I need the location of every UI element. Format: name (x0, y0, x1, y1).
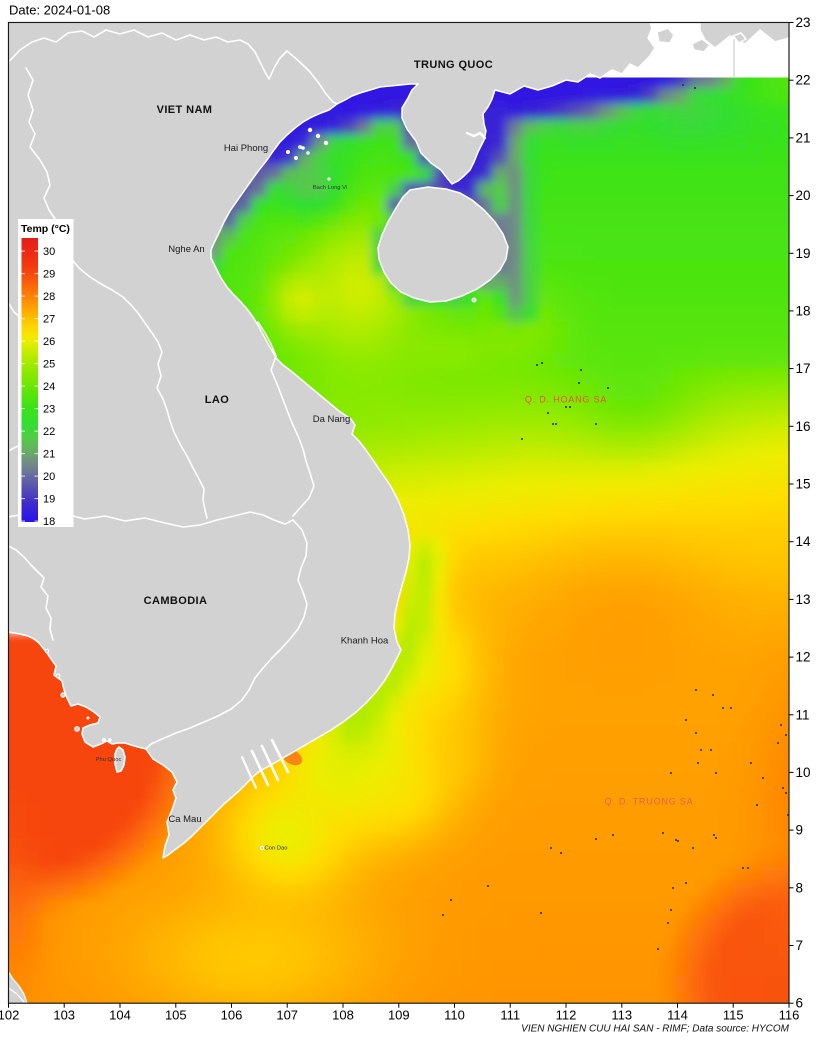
svg-text:104: 104 (109, 1008, 131, 1023)
svg-text:LAO: LAO (205, 394, 229, 406)
svg-text:Da Nang: Da Nang (313, 414, 351, 425)
svg-text:114: 114 (667, 1008, 688, 1023)
svg-text:30: 30 (43, 246, 55, 258)
svg-text:12: 12 (796, 650, 811, 665)
svg-text:113: 113 (611, 1008, 632, 1023)
svg-text:9: 9 (796, 823, 804, 838)
svg-text:105: 105 (165, 1008, 187, 1023)
svg-text:20: 20 (796, 188, 811, 203)
svg-text:Nghe An: Nghe An (168, 244, 204, 255)
svg-text:Khanh Hoa: Khanh Hoa (341, 636, 389, 647)
svg-text:115: 115 (723, 1008, 744, 1023)
svg-text:111: 111 (500, 1008, 520, 1023)
svg-text:Q. D. TRUONG SA: Q. D. TRUONG SA (605, 797, 694, 807)
svg-text:24: 24 (43, 381, 55, 393)
svg-text:26: 26 (43, 336, 55, 348)
svg-text:6: 6 (796, 996, 804, 1011)
svg-text:28: 28 (43, 291, 55, 303)
svg-text:7: 7 (796, 938, 804, 953)
svg-text:18: 18 (43, 516, 55, 528)
svg-text:Q. D. HOANG SA: Q. D. HOANG SA (525, 395, 607, 405)
svg-text:Hai Phong: Hai Phong (224, 143, 268, 154)
svg-text:18: 18 (796, 303, 811, 318)
svg-text:22: 22 (43, 426, 55, 438)
svg-text:Con Dao: Con Dao (265, 846, 288, 852)
svg-text:CAMBODIA: CAMBODIA (144, 595, 208, 607)
svg-text:20: 20 (43, 471, 55, 483)
svg-text:VIET NAM: VIET NAM (157, 104, 213, 116)
svg-text:VIEN NGHIEN CUU HAI SAN - RIMF: VIEN NGHIEN CUU HAI SAN - RIMF; Data sou… (521, 1024, 789, 1035)
svg-text:13: 13 (796, 592, 811, 607)
svg-text:23: 23 (43, 404, 55, 416)
svg-text:8: 8 (796, 880, 804, 895)
svg-text:107: 107 (276, 1008, 298, 1023)
svg-text:15: 15 (796, 477, 811, 492)
svg-text:27: 27 (43, 314, 55, 326)
svg-text:Date: 2024-01-08: Date: 2024-01-08 (9, 3, 110, 18)
svg-text:10: 10 (796, 765, 811, 780)
svg-text:21: 21 (43, 449, 55, 461)
svg-text:19: 19 (796, 246, 811, 261)
svg-text:14: 14 (796, 534, 812, 549)
svg-text:102: 102 (0, 1008, 19, 1023)
svg-text:Bach Long Vi: Bach Long Vi (313, 185, 347, 191)
svg-text:103: 103 (53, 1008, 75, 1023)
svg-text:11: 11 (796, 707, 810, 722)
svg-text:110: 110 (444, 1008, 465, 1023)
svg-text:29: 29 (43, 269, 55, 281)
svg-text:21: 21 (796, 130, 811, 145)
svg-text:22: 22 (796, 73, 811, 88)
svg-text:Phu Quoc: Phu Quoc (96, 757, 122, 763)
svg-text:25: 25 (43, 359, 55, 371)
svg-text:108: 108 (332, 1008, 354, 1023)
svg-text:Ca Mau: Ca Mau (168, 814, 201, 825)
svg-text:17: 17 (796, 361, 811, 376)
svg-text:106: 106 (221, 1008, 243, 1023)
svg-text:23: 23 (796, 15, 811, 30)
svg-text:109: 109 (388, 1008, 410, 1023)
svg-text:19: 19 (43, 494, 55, 506)
svg-text:Temp (°C): Temp (°C) (21, 223, 70, 235)
svg-text:16: 16 (796, 419, 811, 434)
svg-text:112: 112 (556, 1008, 577, 1023)
svg-text:TRUNG QUOC: TRUNG QUOC (414, 59, 493, 71)
